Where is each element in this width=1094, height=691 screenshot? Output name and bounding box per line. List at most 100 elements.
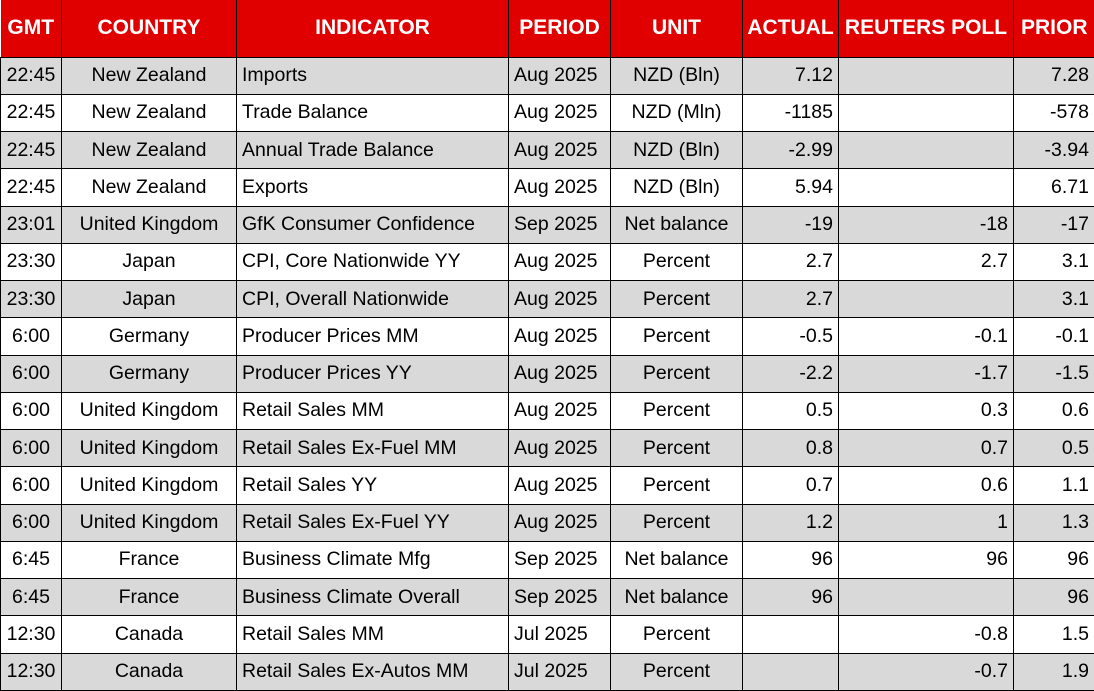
cell-gmt: 22:45 — [0, 130, 62, 170]
cell-unit: Percent — [610, 652, 743, 691]
table-body: 22:45 New Zealand Imports Aug 2025 NZD (Bln)… — [0, 56, 1094, 691]
col-header-reuters-poll: REUTERS POLL — [838, 0, 1014, 58]
col-header-period: PERIOD — [508, 0, 611, 58]
cell-actual: 0.7 — [742, 466, 839, 505]
cell-indicator: Business Climate Overall — [236, 577, 509, 617]
cell-period: Aug 2025 — [508, 391, 611, 431]
cell-actual: 0.5 — [742, 391, 839, 431]
cell-reuters-poll — [838, 577, 1014, 617]
cell-prior: 0.6 — [1013, 391, 1094, 431]
cell-actual: 0.8 — [742, 428, 839, 468]
cell-gmt: 22:45 — [0, 56, 62, 95]
cell-unit: Percent — [610, 279, 743, 319]
cell-gmt: 23:01 — [0, 205, 62, 244]
cell-prior: 1.5 — [1013, 615, 1094, 654]
cell-gmt: 23:30 — [0, 279, 62, 319]
cell-reuters-poll — [838, 93, 1014, 133]
cell-prior: 6.71 — [1013, 168, 1094, 207]
cell-actual: 2.7 — [742, 242, 839, 282]
cell-indicator: Trade Balance — [236, 93, 509, 133]
cell-indicator: Producer Prices MM — [236, 317, 509, 356]
cell-reuters-poll: -18 — [838, 205, 1014, 244]
cell-indicator: Retail Sales MM — [236, 615, 509, 654]
cell-reuters-poll: 0.3 — [838, 391, 1014, 431]
cell-actual: -1185 — [742, 93, 839, 133]
cell-country: Canada — [61, 652, 237, 691]
col-header-gmt: GMT — [0, 0, 62, 58]
cell-country: New Zealand — [61, 93, 237, 133]
cell-actual: -2.99 — [742, 130, 839, 170]
cell-indicator: Retail Sales MM — [236, 391, 509, 431]
table-row: 6:00 United Kingdom Retail Sales YY Aug 202… — [0, 466, 1094, 505]
cell-prior: -17 — [1013, 205, 1094, 244]
table-row: 6:00 Germany Producer Prices YY Aug 2025 Per… — [0, 354, 1094, 393]
cell-gmt: 12:30 — [0, 652, 62, 691]
cell-actual: 7.12 — [742, 56, 839, 95]
cell-gmt: 12:30 — [0, 615, 62, 654]
cell-unit: NZD (Mln) — [610, 93, 743, 133]
table-row: 22:45 New Zealand Annual Trade Balance Aug … — [0, 130, 1094, 170]
cell-country: New Zealand — [61, 130, 237, 170]
cell-reuters-poll: 0.7 — [838, 428, 1014, 468]
cell-unit: NZD (Bln) — [610, 130, 743, 170]
table-row: 6:00 United Kingdom Retail Sales Ex-Fuel Y… — [0, 503, 1094, 542]
cell-indicator: CPI, Overall Nationwide — [236, 279, 509, 319]
cell-indicator: Retail Sales Ex-Fuel MM — [236, 428, 509, 468]
cell-reuters-poll: 1 — [838, 503, 1014, 542]
cell-gmt: 6:00 — [0, 354, 62, 393]
cell-gmt: 6:45 — [0, 577, 62, 617]
cell-actual: -19 — [742, 205, 839, 244]
cell-period: Aug 2025 — [508, 130, 611, 170]
cell-period: Sep 2025 — [508, 577, 611, 617]
cell-period: Aug 2025 — [508, 354, 611, 393]
cell-prior: -1.5 — [1013, 354, 1094, 393]
cell-period: Sep 2025 — [508, 540, 611, 580]
cell-country: Japan — [61, 279, 237, 319]
cell-unit: NZD (Bln) — [610, 56, 743, 95]
table-row: 22:45 New Zealand Trade Balance Aug 2025 NZD… — [0, 93, 1094, 133]
cell-gmt: 22:45 — [0, 93, 62, 133]
cell-gmt: 22:45 — [0, 168, 62, 207]
cell-prior: 3.1 — [1013, 242, 1094, 282]
cell-reuters-poll: 2.7 — [838, 242, 1014, 282]
cell-prior: 96 — [1013, 540, 1094, 580]
cell-country: New Zealand — [61, 168, 237, 207]
col-header-country: COUNTRY — [61, 0, 237, 58]
cell-unit: Percent — [610, 615, 743, 654]
cell-period: Aug 2025 — [508, 168, 611, 207]
cell-gmt: 23:30 — [0, 242, 62, 282]
cell-indicator: Annual Trade Balance — [236, 130, 509, 170]
table-row: 6:00 United Kingdom Retail Sales MM Aug 202… — [0, 391, 1094, 431]
cell-actual — [742, 652, 839, 691]
cell-country: United Kingdom — [61, 428, 237, 468]
cell-indicator: CPI, Core Nationwide YY — [236, 242, 509, 282]
cell-reuters-poll — [838, 130, 1014, 170]
cell-indicator: Business Climate Mfg — [236, 540, 509, 580]
cell-reuters-poll: -0.1 — [838, 317, 1014, 356]
cell-reuters-poll: -0.8 — [838, 615, 1014, 654]
cell-period: Aug 2025 — [508, 242, 611, 282]
col-header-unit: UNIT — [610, 0, 743, 58]
cell-period: Aug 2025 — [508, 56, 611, 95]
cell-unit: Percent — [610, 503, 743, 542]
cell-gmt: 6:00 — [0, 466, 62, 505]
cell-gmt: 6:00 — [0, 428, 62, 468]
cell-prior: 1.1 — [1013, 466, 1094, 505]
table-row: 23:30 Japan CPI, Core Nationwide YY Aug 202… — [0, 242, 1094, 282]
table-row: 6:45 France Business Climate Overall Sep 20… — [0, 577, 1094, 617]
table-row: 12:30 Canada Retail Sales Ex-Autos MM Jul 2… — [0, 652, 1094, 691]
cell-actual: 1.2 — [742, 503, 839, 542]
cell-gmt: 6:00 — [0, 317, 62, 356]
cell-gmt: 6:00 — [0, 391, 62, 431]
cell-reuters-poll: 96 — [838, 540, 1014, 580]
cell-country: United Kingdom — [61, 205, 237, 244]
table-row: 12:30 Canada Retail Sales MM Jul 2025 Percen… — [0, 615, 1094, 654]
cell-actual: 96 — [742, 540, 839, 580]
cell-period: Aug 2025 — [508, 503, 611, 542]
cell-country: United Kingdom — [61, 466, 237, 505]
cell-period: Sep 2025 — [508, 205, 611, 244]
cell-unit: Percent — [610, 428, 743, 468]
cell-reuters-poll — [838, 56, 1014, 95]
cell-country: Japan — [61, 242, 237, 282]
